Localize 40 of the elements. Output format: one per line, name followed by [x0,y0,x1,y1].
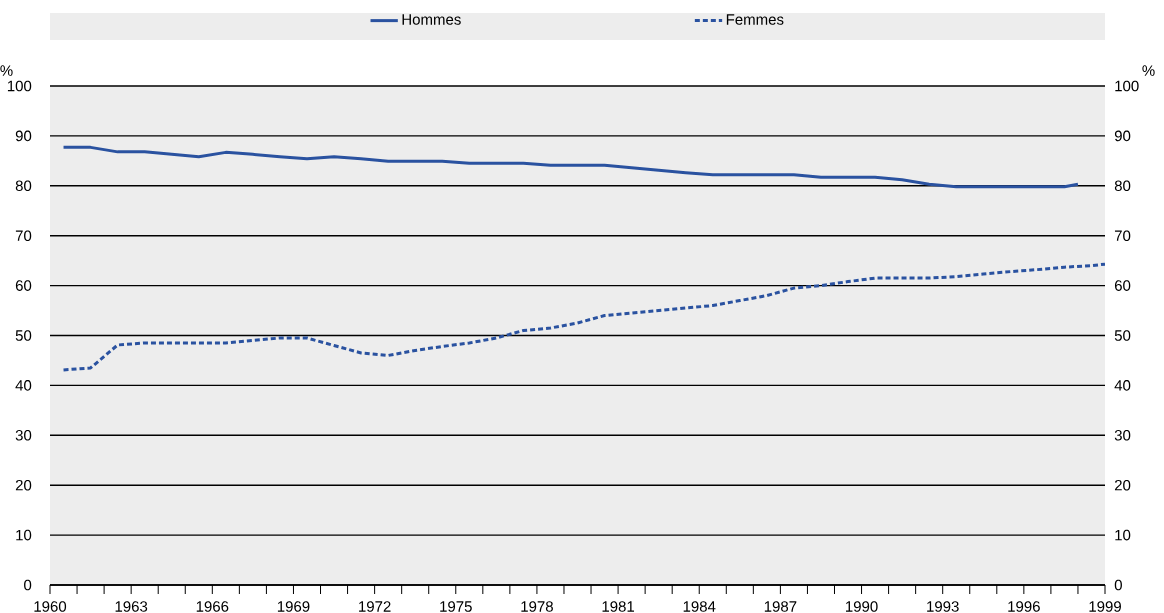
x-tick-label: 1969 [277,601,310,612]
y-tick-label: 70 [15,230,32,241]
y-tick-label: 80 [15,180,32,192]
y2-axis-title: % [1142,65,1155,76]
x-tick-label: 1981 [602,601,635,612]
x-tick-label: 1966 [196,601,229,612]
y2-tick-label: 50 [1114,330,1131,341]
x-tick-label: 1996 [1008,601,1040,612]
y-tick-label: 100 [7,80,32,92]
x-tick-label: 1963 [115,601,148,612]
legend-label: Hommes [402,14,461,25]
y2-tick-label: 40 [1114,380,1131,391]
y-tick-label: 30 [15,429,32,441]
y2-tick-label: 10 [1115,529,1131,541]
x-tick-label: 1984 [683,601,716,612]
y2-tick-label: 80 [1114,180,1131,192]
x-tick-label: 1987 [764,601,797,612]
y2-tick-label: 90 [1114,130,1131,142]
y-tick-label: 50 [15,330,32,341]
y-tick-label: 90 [15,130,32,142]
x-tick-label: 1990 [846,601,878,612]
x-tick-label: 1960 [34,601,67,612]
y2-tick-label: 0 [1114,579,1122,591]
y-tick-label: 0 [24,579,32,591]
y2-tick-label: 70 [1114,230,1131,241]
y2-tick-label: 100 [1115,80,1139,92]
x-tick-label: 1975 [440,601,472,612]
y-tick-label: 40 [15,380,32,391]
y-tick-label: 20 [15,479,32,491]
x-tick-label: 1999 [1089,601,1121,612]
y-tick-label: 10 [16,529,32,541]
legend-label: Femmes [726,14,784,25]
y2-tick-label: 30 [1114,429,1131,441]
x-tick-label: 1993 [927,601,959,612]
y-axis-title: % [0,65,13,76]
y2-tick-label: 20 [1114,479,1131,491]
x-tick-label: 1978 [521,601,553,612]
y2-tick-label: 60 [1114,280,1131,291]
y-tick-label: 60 [15,280,32,291]
x-tick-label: 1972 [359,601,391,612]
